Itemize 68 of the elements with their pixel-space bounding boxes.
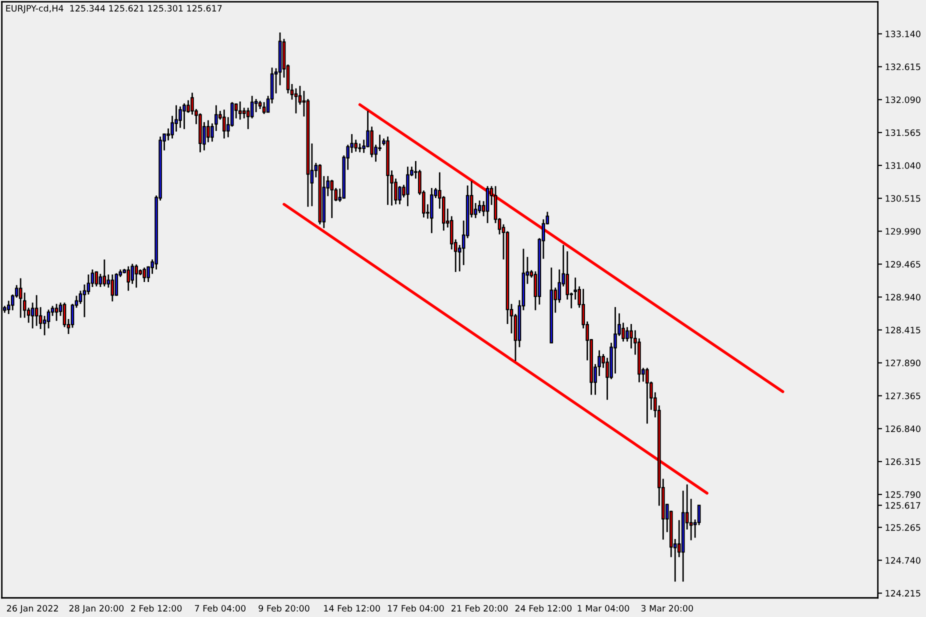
candlestick xyxy=(82,284,86,318)
x-tick-label: 14 Feb 12:00 xyxy=(324,604,380,612)
candlestick xyxy=(178,106,182,129)
candlestick xyxy=(486,185,490,224)
y-tick-label: 129.990 xyxy=(886,228,920,235)
candlestick xyxy=(70,303,74,328)
chart-title: EURJPY-cd,H4 125.344 125.621 125.301 125.617 xyxy=(6,4,222,14)
x-tick-label: 3 Mar 20:00 xyxy=(641,604,693,612)
candlestick xyxy=(94,270,98,288)
y-tick-label: 130.515 xyxy=(886,195,920,202)
y-tick-label: 126.840 xyxy=(886,425,920,432)
candlestick xyxy=(18,278,22,318)
x-tick-label: 9 Feb 20:00 xyxy=(258,604,310,612)
x-tick-label: 24 Feb 12:00 xyxy=(515,604,572,612)
candlestick xyxy=(42,315,46,336)
y-tick-label: 132.090 xyxy=(886,96,920,104)
candlestick xyxy=(98,273,102,288)
candlestick xyxy=(30,302,34,330)
y-tick-label: 127.365 xyxy=(886,392,920,400)
candlestick xyxy=(478,200,482,214)
candlestick xyxy=(54,303,58,322)
candlestick xyxy=(358,142,362,153)
candlestick xyxy=(330,179,334,219)
y-tick-label: 128.415 xyxy=(886,326,920,334)
candlestick xyxy=(46,308,50,330)
candlestick xyxy=(222,108,226,140)
y-tick-label: 124.740 xyxy=(886,557,920,564)
y-tick-label: 124.215 xyxy=(886,590,920,597)
y-tick-label: 131.040 xyxy=(886,162,920,169)
candlestick xyxy=(406,166,410,207)
candlestick xyxy=(134,264,138,288)
candlestick xyxy=(242,107,246,120)
candlestick xyxy=(378,134,382,152)
x-tick-label: 7 Feb 04:00 xyxy=(194,604,246,612)
y-tick-label: 126.315 xyxy=(886,458,920,466)
candlestick xyxy=(90,268,94,288)
y-tick-label: 133.140 xyxy=(886,30,920,38)
candlestick xyxy=(294,88,298,114)
y-tick-label: 132.615 xyxy=(886,64,920,70)
candlestick xyxy=(262,101,266,115)
y-tick-label: 131.565 xyxy=(886,129,920,136)
candlestick xyxy=(142,266,146,283)
y-tick-label: 127.890 xyxy=(886,360,920,366)
y-tick-label: 125.790 xyxy=(886,491,920,498)
candlestick xyxy=(646,367,649,424)
candlestick xyxy=(62,302,66,328)
candlestick xyxy=(126,266,130,292)
y-tick-label: 125.617 xyxy=(886,502,920,509)
candlestick xyxy=(398,185,402,205)
candlestick xyxy=(206,120,210,143)
candlestick xyxy=(182,102,186,130)
x-tick-label: 2 Feb 12:00 xyxy=(131,604,182,612)
x-tick-label: 17 Feb 04:00 xyxy=(388,604,444,612)
candlestick xyxy=(86,274,90,296)
candlestick xyxy=(110,274,114,302)
x-tick-label: 21 Feb 20:00 xyxy=(452,604,508,612)
candlestick xyxy=(102,258,106,288)
y-tick-label: 129.465 xyxy=(886,260,920,268)
candlestick xyxy=(238,100,242,120)
x-tick-label: 1 Mar 04:00 xyxy=(578,604,630,612)
candlestick xyxy=(34,294,38,327)
candlestick xyxy=(430,187,434,234)
candlestick xyxy=(298,85,302,106)
x-tick-label: 26 Jan 2022 xyxy=(6,604,58,614)
candlestick xyxy=(78,290,82,305)
y-tick-label: 125.265 xyxy=(886,524,920,531)
y-tick-label: 128.940 xyxy=(886,294,920,300)
x-tick-label: 28 Jan 20:00 xyxy=(69,604,124,614)
